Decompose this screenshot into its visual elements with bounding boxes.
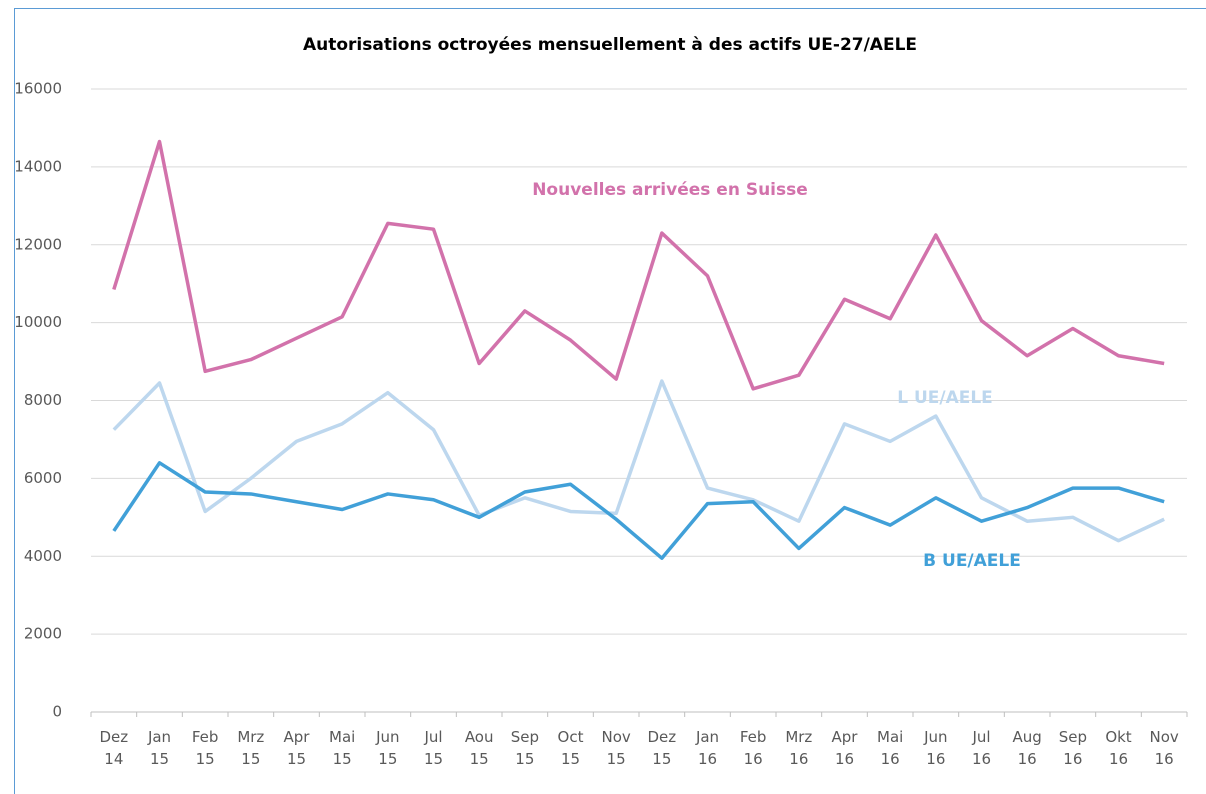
series-label: Nouvelles arrivées en Suisse [532,180,808,200]
y-tick-label: 2000 [24,625,62,643]
x-tick-label: Nov 16 [1149,728,1179,768]
x-tick-label: Jul 15 [423,728,444,768]
x-tick-label: Sep 16 [1058,728,1087,768]
x-tick-label: Sep 15 [510,728,539,768]
x-tick-label: Mai 16 [877,728,904,768]
x-tick-label: Okt 16 [1105,728,1132,768]
x-tick-label: Aou 15 [464,728,494,768]
series-line [112,139,1165,391]
x-tick-label: Dez 14 [99,728,129,768]
x-tick-label: Nov 15 [601,728,631,768]
x-tick-label: Mai 15 [329,728,356,768]
y-tick-label: 14000 [14,157,62,175]
y-tick-label: 8000 [24,391,62,409]
x-tick-label: Dez 15 [647,728,677,768]
y-tick-label: 16000 [14,80,62,98]
series-label: L UE/AELE [897,388,993,408]
series-line [112,379,1165,543]
x-tick-label: Apr 16 [831,728,858,768]
y-tick-label: 10000 [14,313,62,331]
y-tick-label: 4000 [24,547,62,565]
x-tick-label: Jul 16 [971,728,992,768]
x-tick-label: Mrz 15 [237,728,265,768]
y-tick-label: 12000 [14,235,62,253]
x-tick-label: Jan 16 [695,728,720,768]
y-tick-label: 0 [52,703,62,721]
x-tick-label: Jun 15 [376,728,400,768]
x-tick-label: Mrz 16 [785,728,813,768]
x-tick-label: Feb 16 [739,728,767,768]
y-tick-label: 6000 [24,469,62,487]
series-line [112,461,1165,560]
chart-title: Autorisations octroyées mensuellement à … [303,35,917,55]
x-tick-label: Jun 16 [924,728,948,768]
series-label: B UE/AELE [923,551,1021,571]
x-tick-label: Oct 15 [557,728,584,768]
x-tick-label: Jan 15 [147,728,172,768]
x-tick-label: Apr 15 [283,728,310,768]
frame [14,8,1206,794]
x-tick-label: Aug 16 [1012,728,1042,768]
x-tick-label: Feb 15 [191,728,219,768]
